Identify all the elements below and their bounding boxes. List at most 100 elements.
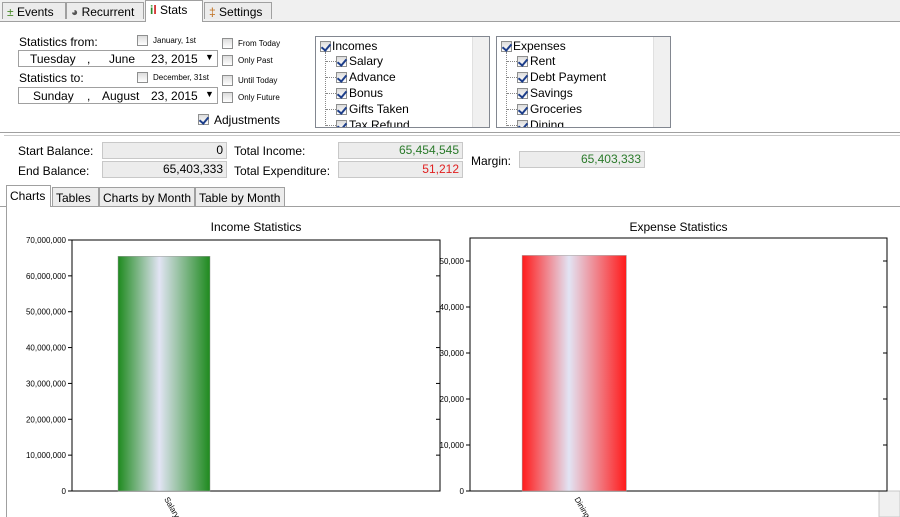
bar: [117, 256, 211, 492]
separator: [4, 135, 900, 136]
checkbox[interactable]: [336, 56, 347, 67]
expense-list[interactable]: Expenses Rent Debt Payment Savings Groceries…: [496, 36, 671, 128]
checkbox[interactable]: [222, 38, 233, 49]
subtab[interactable]: Charts: [6, 185, 51, 207]
tree-line: [507, 109, 517, 110]
list-item: Advance: [349, 70, 396, 84]
chart-title: Income Statistics: [211, 220, 302, 234]
list-item: Debt Payment: [530, 70, 607, 84]
label: Statistics to:: [19, 71, 84, 85]
tree-line: [507, 61, 517, 62]
checkbox-label: Only Future: [238, 93, 280, 102]
subtab[interactable]: Charts by Month: [99, 187, 195, 206]
bar: [521, 255, 627, 492]
x-tick-label: Dining: [573, 496, 592, 517]
scrollbar: [472, 37, 489, 127]
checkbox[interactable]: [336, 88, 347, 99]
y-tick-label: 20,000,000: [26, 415, 67, 424]
list-header: Incomes: [332, 39, 378, 53]
subtab-label: Table by Month: [199, 191, 281, 205]
y-tick-label: 70,000,000: [26, 236, 67, 245]
dropdown-arrow: ▼: [205, 52, 214, 62]
list-item: Gifts Taken: [349, 102, 409, 116]
tab[interactable]: ◕ Recurrent: [66, 2, 144, 19]
checkbox[interactable]: [222, 75, 233, 86]
checkbox[interactable]: [198, 114, 209, 125]
date-part: 23, 2015: [151, 52, 198, 66]
label: Total Income:: [234, 144, 306, 158]
dropdown-arrow: ▼: [205, 89, 214, 99]
value-box: 65,403,333: [519, 151, 645, 168]
charts: Income Statistics 0 10,000,000 20,000,000 30…: [26, 220, 900, 517]
checkbox[interactable]: [501, 41, 512, 52]
tree-line: [506, 52, 507, 127]
y-tick-label: 30,000,000: [26, 379, 67, 388]
x-tick-label: Salary: [162, 496, 181, 517]
date-part: Tuesday: [30, 52, 76, 66]
tree-line: [507, 93, 517, 94]
tree-line: [507, 77, 517, 78]
tab-label: Settings: [219, 5, 263, 19]
corner: [878, 490, 900, 517]
checkbox[interactable]: [517, 88, 528, 99]
tab[interactable]: ‡ Settings: [204, 2, 272, 19]
subtab-label: Charts by Month: [103, 191, 192, 205]
value-box: 51,212: [338, 161, 463, 178]
subtab-label: Tables: [56, 191, 91, 205]
tree-line: [325, 52, 326, 127]
date-part: August: [102, 89, 140, 103]
label: End Balance:: [18, 164, 90, 178]
value-box: 65,403,333: [102, 161, 227, 178]
date-part: 23, 2015: [151, 89, 198, 103]
tab-label: Events: [16, 5, 54, 19]
subtab[interactable]: Table by Month: [195, 187, 285, 206]
checkbox[interactable]: [137, 35, 148, 46]
checkbox[interactable]: [336, 120, 347, 127]
tab[interactable]: іl Stats: [145, 0, 203, 22]
panel-border: [6, 207, 7, 517]
list-item: Dining: [530, 118, 565, 128]
tree-line: [326, 109, 336, 110]
checkbox[interactable]: [517, 56, 528, 67]
checkbox[interactable]: [517, 104, 528, 115]
date-part: Sunday: [33, 89, 74, 103]
value-box: 65,454,545: [338, 142, 463, 159]
checkbox[interactable]: [336, 104, 347, 115]
checkbox[interactable]: [222, 55, 233, 66]
chart-title: Expense Statistics: [629, 220, 727, 234]
separator: [0, 132, 900, 133]
checkbox[interactable]: [137, 72, 148, 83]
list-item: Groceries: [530, 102, 583, 116]
checkbox[interactable]: [222, 92, 233, 103]
y-tick-label: 10,000: [440, 441, 465, 450]
checkbox[interactable]: [320, 41, 331, 52]
checkbox[interactable]: [336, 72, 347, 83]
checkbox-label: Until Today: [238, 76, 278, 85]
list-item: Salary: [349, 54, 384, 68]
tree-line: [326, 77, 336, 78]
scrollbar: [653, 37, 670, 127]
income-list[interactable]: Incomes Salary Advance Bonus Gifts Taken Tax …: [315, 36, 490, 128]
subtab[interactable]: Tables: [52, 187, 99, 206]
tab-label: Stats: [160, 3, 188, 17]
checkbox-label: From Today: [238, 39, 281, 48]
y-tick-label: 20,000: [440, 395, 465, 404]
y-tick-label: 30,000: [440, 349, 465, 358]
date-picker[interactable]: Tuesday , June 23, 2015 ▼: [18, 50, 218, 67]
checkbox-label: January, 1st: [153, 36, 196, 45]
label: Start Balance:: [18, 144, 94, 158]
list-header: Expenses: [513, 39, 566, 53]
y-tick-label: 60,000,000: [26, 272, 67, 281]
y-tick-label: 0: [62, 487, 67, 496]
label: Statistics from:: [19, 35, 98, 49]
checkbox-label: Adjustments: [214, 113, 281, 127]
checkbox[interactable]: [517, 120, 528, 127]
date-part: ,: [87, 89, 91, 103]
tab-label: Recurrent: [81, 5, 135, 19]
date-picker[interactable]: Sunday , August 23, 2015 ▼: [18, 87, 218, 104]
list-item: Tax Refund: [349, 118, 410, 128]
checkbox[interactable]: [517, 72, 528, 83]
tab[interactable]: ± Events: [2, 2, 66, 19]
separator: [0, 206, 900, 207]
